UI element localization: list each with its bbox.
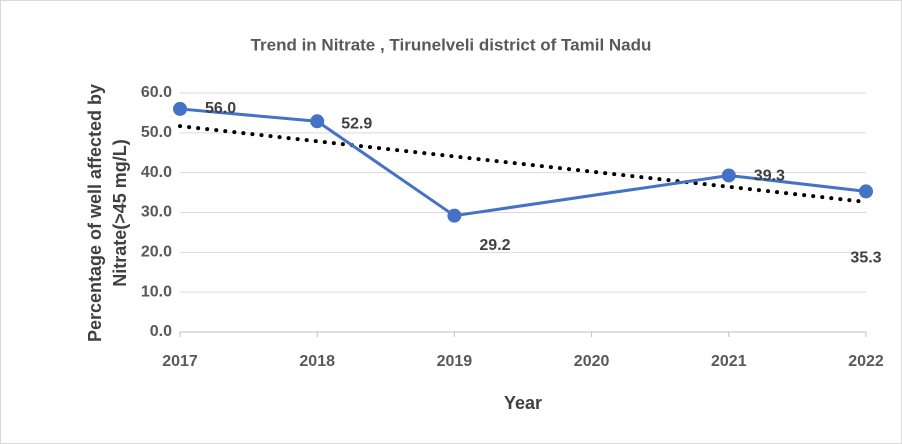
data-point [173, 101, 187, 116]
x-tick-label: 2018 [299, 353, 335, 370]
y-tick-label: 10.0 [141, 283, 172, 300]
y-tick-label: 0.0 [150, 323, 172, 340]
x-tick-label: 2020 [574, 353, 610, 370]
trendline [178, 124, 868, 204]
data-point [859, 184, 873, 199]
y-tick-label: 50.0 [141, 124, 172, 141]
data-label: 29.2 [479, 237, 510, 254]
data-label: 52.9 [341, 116, 372, 133]
data-label: 56.0 [205, 100, 236, 117]
data-point [310, 114, 325, 129]
chart-title: Trend in Nitrate , Tirunelveli district … [251, 35, 652, 54]
x-tick-label: 2019 [437, 353, 473, 370]
y-tick-label: 20.0 [141, 244, 172, 261]
y-tick-label: 60.0 [141, 84, 172, 101]
x-tick-label: 2021 [711, 353, 747, 370]
data-label: 35.3 [850, 250, 881, 267]
data-point [447, 208, 462, 223]
y-tick-label: 40.0 [141, 164, 172, 181]
x-tick-label: 2017 [162, 353, 198, 370]
y-axis-title: Nitrate(>45 mg/L) [110, 139, 130, 287]
data-label: 39.3 [754, 168, 785, 185]
y-tick-label: 30.0 [141, 204, 172, 221]
data-point [721, 168, 736, 183]
x-tick-label: 2022 [848, 353, 884, 370]
y-axis-title: Percentage of well affected by [85, 84, 105, 342]
x-axis-title: Year [504, 393, 542, 413]
